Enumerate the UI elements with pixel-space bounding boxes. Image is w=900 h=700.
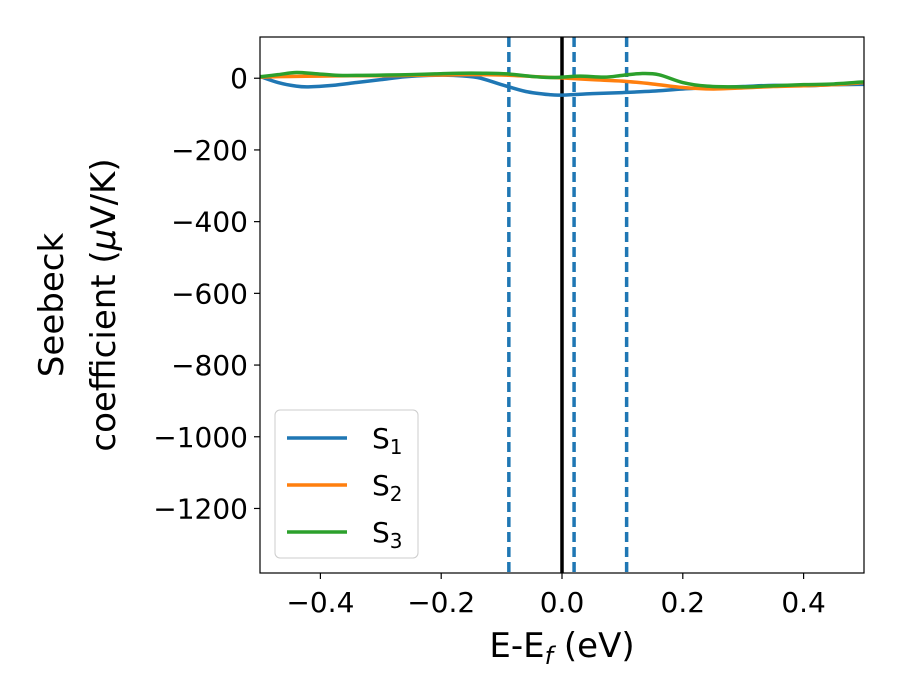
legend-label-main: S [372,422,390,455]
plot-content [260,37,864,573]
y-tick-label: 0 [230,62,248,95]
y-axis-label-line1: Seebeck [32,233,72,378]
x-tick-label: 0.4 [781,586,826,619]
legend-label-s3: S3 [372,516,403,553]
y-tick-label: −1200 [153,492,248,525]
y-tick-label: −200 [171,134,248,167]
x-axis-label-unit: (eV) [553,626,635,666]
x-tick-label: −0.4 [286,586,354,619]
legend-label-subscript: 2 [390,482,403,506]
y-tick-label: −400 [171,206,248,239]
y-axis-label-line2: coefficient (μV/K) [84,158,124,451]
y-axis-label-line2-prefix: coefficient ( [84,250,124,451]
x-axis-ticks: −0.4 −0.2 0.0 0.2 0.4 [286,573,826,619]
y-axis-ticks: 0 −200 −400 −600 −800 −1000 −1200 [153,62,260,525]
x-tick-label: −0.2 [407,586,475,619]
series-line-s3 [260,70,864,89]
y-axis-label-line2-suffix: V/K) [84,158,124,228]
y-axis-label-mu: μ [84,229,124,252]
x-axis-label-main: E-E [489,626,544,666]
legend-label-subscript: 3 [390,529,403,553]
legend-label-s1: S1 [372,422,403,459]
legend-label-subscript: 1 [390,435,403,459]
legend-label-s2: S2 [372,469,403,506]
legend-label-main: S [372,469,390,502]
y-tick-label: −800 [171,349,248,382]
legend-label-main: S [372,516,390,549]
y-axis-label: Seebeck coefficient (μV/K) [32,158,124,451]
x-axis-label: E-Ef (eV) [489,626,634,670]
y-tick-label: −1000 [153,421,248,454]
x-tick-label: 0.2 [661,586,706,619]
y-tick-label: −600 [171,277,248,310]
x-tick-label: 0.0 [540,586,585,619]
